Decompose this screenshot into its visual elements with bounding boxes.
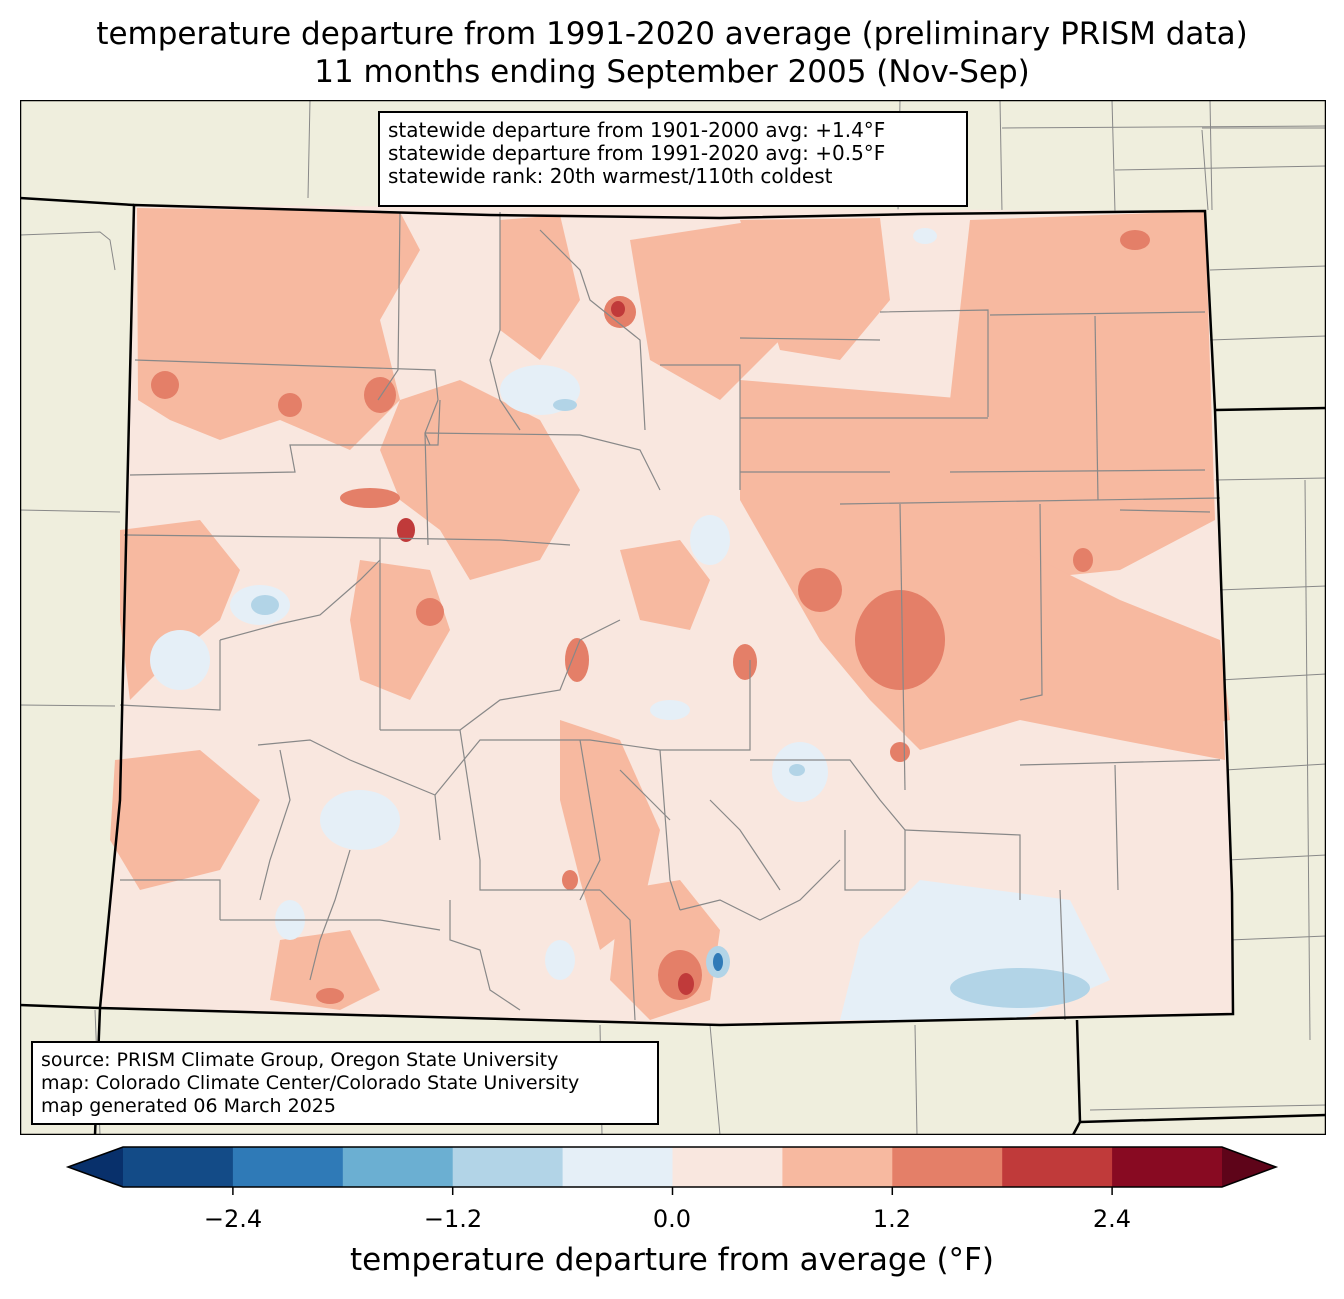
neighbor-county-lines (20, 100, 1326, 1135)
map-credit-line: map: Colorado Climate Center/Colorado St… (41, 1072, 580, 1094)
colorbar-bin (892, 1147, 1003, 1187)
source-line: source: PRISM Climate Group, Oregon Stat… (41, 1049, 559, 1071)
cold-spot (713, 953, 723, 971)
colorbar-extend-high (1222, 1147, 1276, 1187)
source-credit-box: source: PRISM Climate Group, Oregon Stat… (31, 1041, 659, 1125)
map-panel (20, 100, 1326, 1135)
stats-rank: statewide rank: 20th warmest/110th colde… (388, 164, 833, 188)
colorbar (65, 1146, 1279, 1195)
map-title-line1: temperature departure from 1991-2020 ave… (96, 16, 1248, 52)
colorbar-bin (452, 1147, 564, 1187)
generated-date-line: map generated 06 March 2025 (41, 1095, 336, 1117)
map-title-line2: 11 months ending September 2005 (Nov-Sep… (314, 54, 1030, 90)
colorbar-bin (672, 1147, 783, 1187)
hot-spots (397, 301, 694, 995)
colorbar-tick-label: 2.4 (1092, 1205, 1132, 1233)
cooler-regions (251, 399, 1090, 1008)
colorbar-label: temperature departure from average (°F) (350, 1242, 994, 1278)
map-border (20, 100, 1326, 1135)
colorbar-tick-label: −2.4 (203, 1205, 263, 1233)
colorbar-outline (65, 1146, 1279, 1188)
stats-departure-1901-2000: statewide departure from 1901-2000 avg: … (388, 118, 886, 142)
cool-anomaly-regions (150, 228, 1110, 1020)
colorbar-tick-label: 1.2 (872, 1205, 912, 1233)
colorbar-bin (562, 1147, 673, 1187)
statewide-stats-box: statewide departure from 1901-2000 avg: … (378, 111, 968, 207)
colorbar-bin (342, 1147, 454, 1187)
colorbar-bin (1002, 1147, 1113, 1187)
colorbar-bin (232, 1147, 344, 1187)
county-lines (119, 211, 1221, 1021)
colorbar-bin (123, 1147, 234, 1187)
colorbar-tick-label: 0.0 (652, 1205, 692, 1233)
strong-warm-regions (151, 230, 1150, 1004)
colorbar-bin (782, 1147, 893, 1187)
colorbar-bin (1112, 1147, 1223, 1187)
colorbar-tick-label: −1.2 (423, 1205, 483, 1233)
stats-departure-1991-2020: statewide departure from 1991-2020 avg: … (388, 141, 886, 165)
colorbar-extend-low (68, 1147, 123, 1187)
